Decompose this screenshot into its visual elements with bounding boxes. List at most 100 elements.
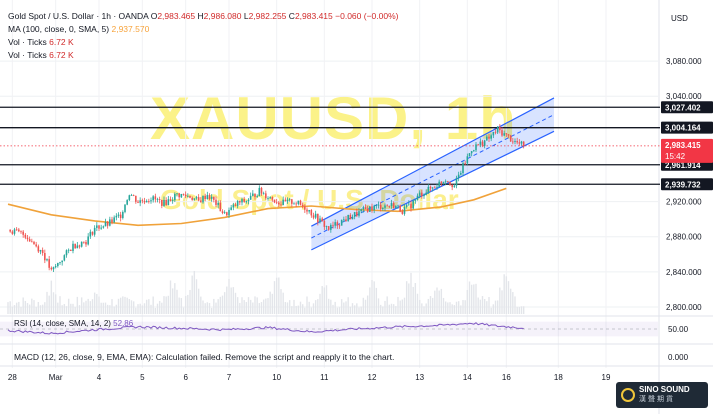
volume-bar bbox=[522, 306, 525, 314]
candle-body bbox=[269, 197, 271, 199]
volume-bar bbox=[451, 304, 453, 314]
volume-bar bbox=[334, 301, 336, 314]
volume-bar bbox=[89, 301, 92, 314]
volume-bar bbox=[353, 305, 356, 314]
candle-body bbox=[347, 214, 349, 222]
candle-body bbox=[109, 219, 111, 226]
rsi-legend[interactable]: RSI (14, close, SMA, 14, 2) 52.86 bbox=[14, 319, 133, 328]
time-axis-label: 28 bbox=[8, 373, 17, 382]
volume-bar bbox=[343, 302, 345, 314]
candle-body bbox=[137, 201, 139, 203]
macd-pane[interactable]: 0.000 bbox=[668, 353, 689, 362]
volume-bar bbox=[245, 302, 248, 314]
candle-body bbox=[327, 226, 330, 230]
volume-bar bbox=[141, 305, 144, 314]
volume-bar bbox=[152, 296, 154, 314]
candle-body bbox=[217, 202, 219, 205]
candle-body bbox=[520, 141, 523, 144]
volume-bar bbox=[234, 292, 237, 314]
candle-body bbox=[462, 163, 464, 174]
volume-bar bbox=[256, 297, 258, 314]
volume-bar bbox=[100, 302, 102, 314]
volume-bar bbox=[239, 302, 241, 314]
macd-axis-label: 0.000 bbox=[668, 353, 689, 362]
candle-body bbox=[72, 243, 74, 251]
candle-body bbox=[431, 187, 434, 189]
candle-body bbox=[239, 200, 241, 203]
vol-label-2: Vol · Ticks bbox=[8, 50, 47, 60]
moving-average-line bbox=[7, 187, 507, 227]
chart-legend: Gold Spot / U.S. Dollar · 1h · OANDA O2,… bbox=[8, 10, 398, 62]
horizontal-levels[interactable] bbox=[0, 106, 660, 185]
candle-body bbox=[451, 184, 453, 188]
volume-bar bbox=[269, 291, 271, 314]
candle-body bbox=[213, 196, 215, 200]
candle-body bbox=[429, 186, 432, 189]
candle-body bbox=[358, 211, 360, 216]
candle-body bbox=[226, 212, 228, 216]
time-axis[interactable]: 28 Mar 4 5 6 7 10 11 12 13 14 16 18 19 bbox=[8, 373, 611, 382]
volume-bar bbox=[74, 307, 76, 314]
volume-bar bbox=[243, 300, 245, 314]
volume-bar bbox=[174, 283, 176, 314]
candle-body bbox=[65, 250, 68, 256]
volume-bar bbox=[275, 277, 278, 314]
candle-body bbox=[132, 195, 135, 196]
legend-vol-row-1[interactable]: Vol · Ticks 6.72 K bbox=[8, 36, 398, 49]
volume-bar bbox=[317, 299, 319, 314]
ohlc-open: 2,983.465 bbox=[157, 11, 196, 21]
volume-bar bbox=[390, 303, 393, 314]
volume-bar bbox=[54, 294, 57, 314]
candle-body bbox=[37, 246, 40, 252]
candle-body bbox=[397, 205, 399, 207]
regression-channel[interactable] bbox=[311, 97, 555, 251]
volume-bar bbox=[130, 300, 133, 314]
price-axis[interactable]: 3,080.000 3,040.000 2,920.000 2,880.000 2,84… bbox=[661, 57, 713, 312]
ohlc-change: −0.060 (−0.00%) bbox=[335, 11, 399, 21]
candle-body bbox=[67, 249, 70, 251]
volume-bar bbox=[195, 279, 198, 314]
volume-bar bbox=[427, 298, 430, 314]
candle-body bbox=[353, 212, 356, 217]
candle-body bbox=[271, 197, 274, 200]
candle-body bbox=[241, 199, 243, 203]
rsi-pane[interactable]: 50.00 bbox=[0, 321, 689, 337]
candle-body bbox=[366, 209, 369, 212]
symbol-title[interactable]: Gold Spot / U.S. Dollar · 1h · OANDA bbox=[8, 11, 149, 21]
candle-body bbox=[421, 192, 423, 197]
candle-body bbox=[284, 199, 287, 202]
volume-bar bbox=[236, 297, 239, 314]
ohlc-l-label: L bbox=[243, 11, 249, 21]
candle-body bbox=[135, 195, 137, 202]
candle-body bbox=[405, 204, 408, 207]
volume-bar bbox=[91, 299, 94, 314]
volume-bar bbox=[299, 301, 302, 314]
volume-bar bbox=[87, 298, 89, 314]
volume-bar bbox=[509, 288, 512, 314]
candle-body bbox=[288, 199, 291, 201]
volume-bar bbox=[167, 295, 170, 314]
volume-bar bbox=[154, 307, 157, 314]
volume-bar bbox=[518, 307, 521, 314]
candle-body bbox=[423, 194, 425, 197]
candle-body bbox=[362, 207, 365, 210]
candle-body bbox=[364, 207, 367, 210]
volume-bar bbox=[83, 302, 85, 314]
volume-bar bbox=[18, 301, 20, 314]
legend-ma-row[interactable]: MA (100, close, 0, SMA, 5) 2,937.570 bbox=[8, 23, 398, 36]
candle-body bbox=[477, 144, 479, 146]
candle-body bbox=[314, 213, 317, 218]
volume-bar bbox=[314, 300, 317, 314]
candle-body bbox=[382, 207, 384, 209]
volume-bar bbox=[124, 296, 126, 314]
legend-vol-row-2[interactable]: Vol · Ticks 6.72 K bbox=[8, 49, 398, 62]
time-axis-label: 14 bbox=[463, 373, 472, 382]
candle-body bbox=[252, 193, 254, 196]
candle-body bbox=[122, 211, 124, 218]
candle-body bbox=[141, 200, 144, 202]
volume-bar bbox=[421, 303, 423, 314]
currency-label[interactable]: USD bbox=[671, 14, 688, 23]
candle-body bbox=[70, 249, 72, 251]
